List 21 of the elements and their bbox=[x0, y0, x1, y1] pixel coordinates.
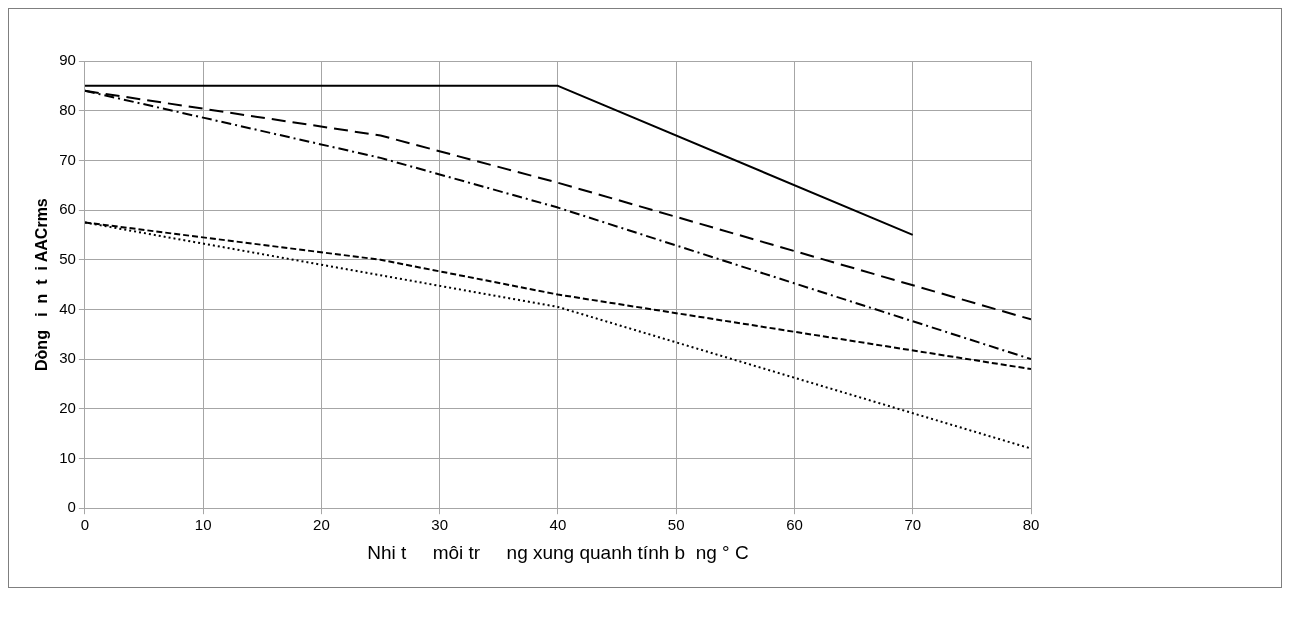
x-tick-label: 20 bbox=[313, 516, 330, 534]
y-tick-label: 90 bbox=[59, 51, 76, 69]
x-tick-label: 70 bbox=[904, 516, 922, 534]
y-tick-label: 30 bbox=[59, 349, 76, 367]
x-axis-title: Nhi t môi tr ng xung quanh tính b ng ° C bbox=[367, 541, 749, 563]
y-tick-label: 0 bbox=[67, 498, 76, 516]
y-axis-title: Dòng i n t i AACrms bbox=[33, 198, 51, 371]
x-tick-label: 60 bbox=[786, 516, 803, 534]
x-tick-label: 80 bbox=[1022, 516, 1040, 534]
y-tick-label: 40 bbox=[59, 299, 76, 317]
y-tick-label: 70 bbox=[59, 150, 76, 168]
x-tick-label: 30 bbox=[431, 516, 449, 534]
x-tick-label: 40 bbox=[549, 516, 567, 534]
x-tick-label: 50 bbox=[667, 516, 685, 534]
y-tick-label: 80 bbox=[59, 100, 76, 118]
y-tick-label: 20 bbox=[59, 398, 76, 416]
x-tick-label: 10 bbox=[194, 516, 212, 534]
x-tick-label: 0 bbox=[80, 516, 90, 534]
y-tick-label: 60 bbox=[59, 200, 76, 218]
y-tick-label: 10 bbox=[59, 448, 76, 466]
y-tick-label: 50 bbox=[59, 249, 76, 267]
